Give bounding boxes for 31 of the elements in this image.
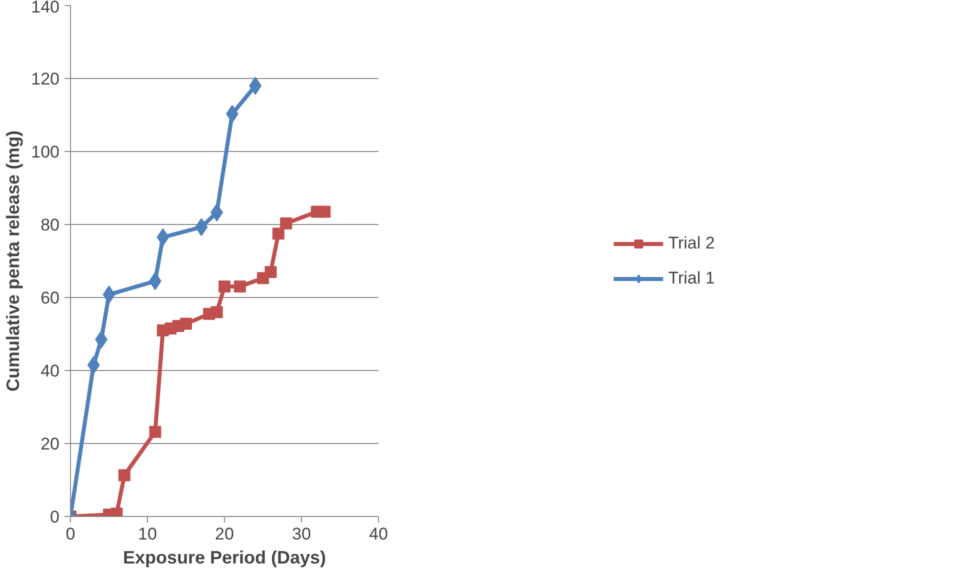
point	[264, 266, 277, 278]
legend-label: Trial 1	[668, 268, 715, 288]
point	[195, 218, 208, 236]
x-axis-title: Exposure Period (Days)	[122, 548, 326, 568]
point	[210, 306, 223, 318]
legend-label: Trial 2	[668, 233, 715, 253]
x-tick-label: 20	[215, 524, 234, 544]
point	[180, 318, 192, 330]
point	[156, 228, 170, 246]
x-tick-label: 30	[292, 524, 311, 544]
y-tick-label: 0	[50, 508, 60, 526]
point	[280, 217, 292, 230]
point	[318, 206, 331, 218]
x-tick-label: 40	[369, 524, 388, 544]
point	[118, 469, 130, 482]
y-tick-label: 40	[40, 362, 60, 380]
point	[149, 426, 162, 438]
point	[102, 286, 116, 304]
point	[87, 356, 100, 374]
y-tick-label: 60	[40, 288, 60, 308]
y-tick-label: 100	[31, 142, 60, 162]
x-tick-label: 0	[66, 524, 76, 544]
y-axis-title: Cumulative penta release (mg)	[3, 130, 24, 392]
x-tick-label: 10	[138, 524, 157, 544]
point	[218, 280, 230, 293]
y-tick-label: 120	[31, 70, 60, 88]
y-tick-label: 20	[40, 434, 60, 454]
y-tick-label: 80	[40, 216, 60, 234]
point	[272, 228, 284, 240]
point	[234, 280, 246, 293]
y-tick-label: 140	[31, 0, 60, 16]
